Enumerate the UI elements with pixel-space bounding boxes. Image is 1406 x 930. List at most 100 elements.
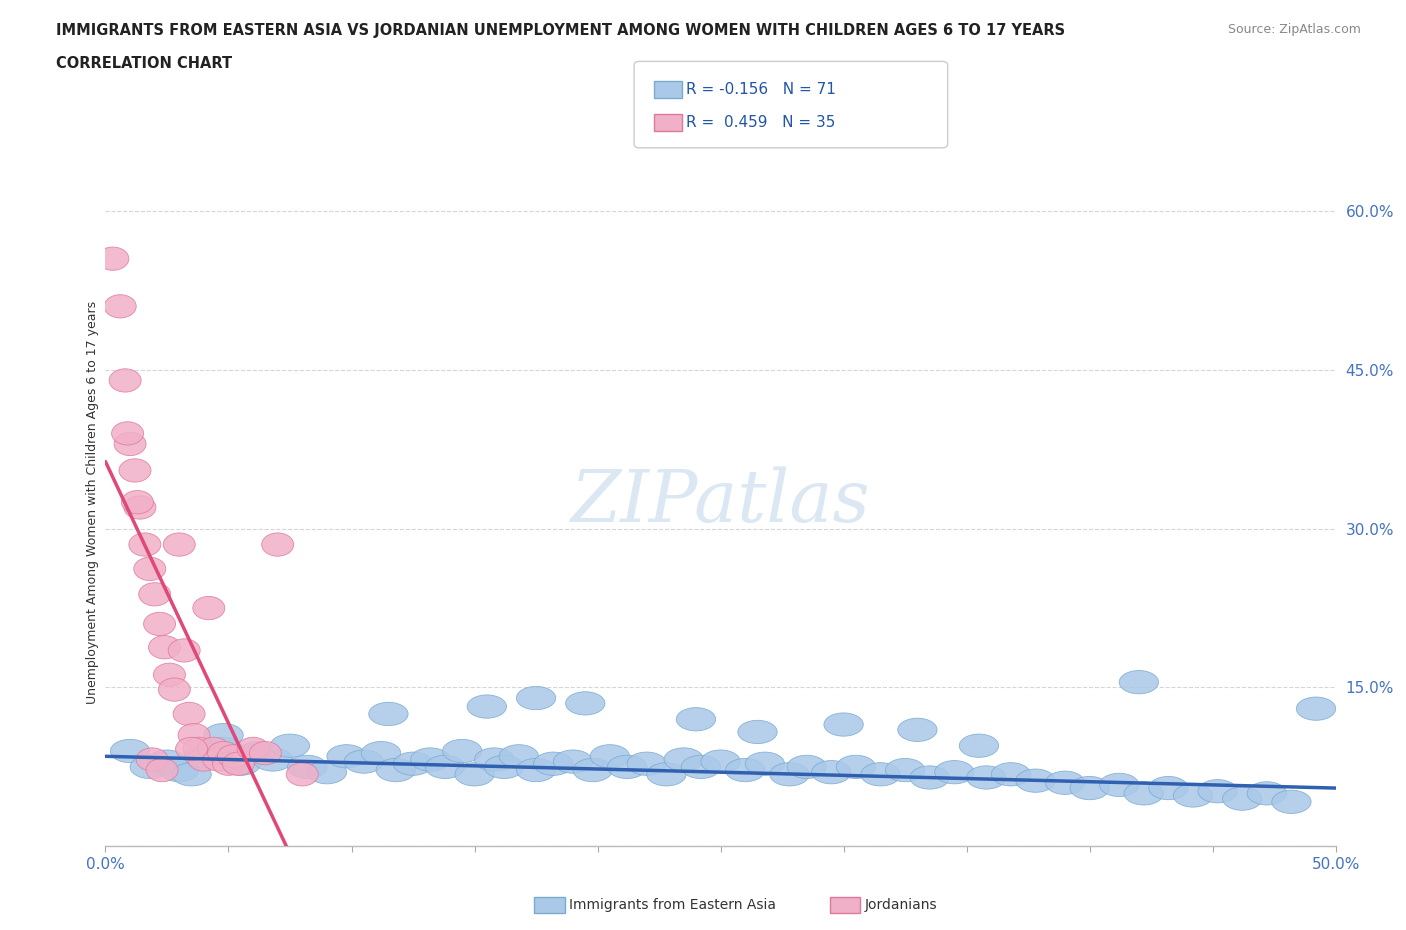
Ellipse shape [991, 763, 1031, 786]
Ellipse shape [959, 734, 998, 757]
Ellipse shape [193, 596, 225, 619]
Text: CORRELATION CHART: CORRELATION CHART [56, 56, 232, 71]
Ellipse shape [1149, 777, 1188, 800]
Ellipse shape [375, 759, 416, 782]
Ellipse shape [134, 557, 166, 580]
Ellipse shape [1247, 782, 1286, 805]
Ellipse shape [204, 724, 243, 747]
Ellipse shape [935, 761, 974, 784]
Ellipse shape [136, 748, 169, 771]
Ellipse shape [1173, 784, 1212, 807]
Ellipse shape [627, 752, 666, 776]
Ellipse shape [860, 763, 900, 786]
Ellipse shape [218, 745, 249, 768]
Ellipse shape [574, 759, 613, 782]
Text: Jordanians: Jordanians [865, 897, 938, 912]
Ellipse shape [467, 695, 506, 718]
Ellipse shape [516, 759, 555, 782]
Text: Immigrants from Eastern Asia: Immigrants from Eastern Asia [569, 897, 776, 912]
Text: IMMIGRANTS FROM EASTERN ASIA VS JORDANIAN UNEMPLOYMENT AMONG WOMEN WITH CHILDREN: IMMIGRANTS FROM EASTERN ASIA VS JORDANIA… [56, 23, 1066, 38]
Ellipse shape [368, 702, 408, 725]
Ellipse shape [184, 745, 224, 768]
Text: R = -0.156   N = 71: R = -0.156 N = 71 [686, 82, 837, 97]
Ellipse shape [565, 692, 605, 715]
Ellipse shape [425, 755, 465, 778]
Ellipse shape [163, 533, 195, 556]
Ellipse shape [173, 702, 205, 725]
Text: R =  0.459   N = 35: R = 0.459 N = 35 [686, 115, 835, 130]
Ellipse shape [898, 718, 938, 741]
Ellipse shape [160, 759, 200, 782]
Ellipse shape [198, 737, 229, 761]
Ellipse shape [202, 748, 235, 771]
Ellipse shape [738, 721, 778, 744]
Ellipse shape [97, 247, 129, 271]
Ellipse shape [910, 765, 949, 790]
Ellipse shape [443, 739, 482, 763]
Ellipse shape [238, 741, 278, 764]
Ellipse shape [967, 765, 1007, 790]
Ellipse shape [1272, 790, 1312, 814]
Ellipse shape [253, 748, 292, 771]
Ellipse shape [307, 761, 347, 784]
Ellipse shape [516, 686, 555, 710]
Ellipse shape [249, 741, 281, 764]
Ellipse shape [238, 737, 269, 761]
Ellipse shape [664, 748, 703, 771]
Ellipse shape [326, 745, 366, 768]
Ellipse shape [554, 750, 593, 773]
Ellipse shape [811, 761, 851, 784]
Ellipse shape [499, 745, 538, 768]
Ellipse shape [204, 737, 243, 761]
Ellipse shape [143, 612, 176, 635]
Ellipse shape [394, 752, 433, 776]
Ellipse shape [1223, 787, 1263, 810]
Ellipse shape [676, 708, 716, 731]
Ellipse shape [110, 739, 150, 763]
Ellipse shape [1045, 771, 1085, 794]
Ellipse shape [221, 752, 260, 776]
Ellipse shape [607, 755, 647, 778]
Ellipse shape [153, 663, 186, 686]
Ellipse shape [104, 295, 136, 318]
Ellipse shape [787, 755, 827, 778]
Ellipse shape [270, 734, 309, 757]
Ellipse shape [179, 724, 209, 747]
Ellipse shape [770, 763, 810, 786]
Ellipse shape [124, 496, 156, 519]
Ellipse shape [344, 750, 384, 773]
Y-axis label: Unemployment Among Women with Children Ages 6 to 17 years: Unemployment Among Women with Children A… [86, 300, 98, 704]
Ellipse shape [183, 737, 215, 761]
Ellipse shape [1198, 779, 1237, 803]
Ellipse shape [111, 421, 143, 445]
Ellipse shape [169, 639, 200, 662]
Ellipse shape [149, 635, 180, 658]
Ellipse shape [824, 713, 863, 737]
Ellipse shape [208, 741, 239, 764]
Ellipse shape [702, 750, 741, 773]
Ellipse shape [129, 533, 160, 556]
Ellipse shape [1015, 769, 1054, 792]
Ellipse shape [1296, 697, 1336, 721]
Ellipse shape [146, 759, 179, 782]
Ellipse shape [148, 750, 187, 773]
Text: Source: ZipAtlas.com: Source: ZipAtlas.com [1227, 23, 1361, 36]
Ellipse shape [287, 763, 318, 786]
Ellipse shape [114, 432, 146, 456]
Ellipse shape [1123, 782, 1164, 805]
Ellipse shape [647, 763, 686, 786]
Ellipse shape [212, 752, 245, 776]
Ellipse shape [725, 759, 765, 782]
Ellipse shape [682, 755, 721, 778]
Ellipse shape [131, 755, 170, 778]
Ellipse shape [188, 748, 219, 771]
Ellipse shape [222, 752, 254, 776]
Ellipse shape [475, 748, 515, 771]
Ellipse shape [262, 533, 294, 556]
Ellipse shape [287, 755, 328, 778]
Ellipse shape [176, 737, 208, 761]
Ellipse shape [139, 583, 170, 606]
Text: ZIPatlas: ZIPatlas [571, 467, 870, 538]
Ellipse shape [837, 755, 876, 778]
Ellipse shape [411, 748, 450, 771]
